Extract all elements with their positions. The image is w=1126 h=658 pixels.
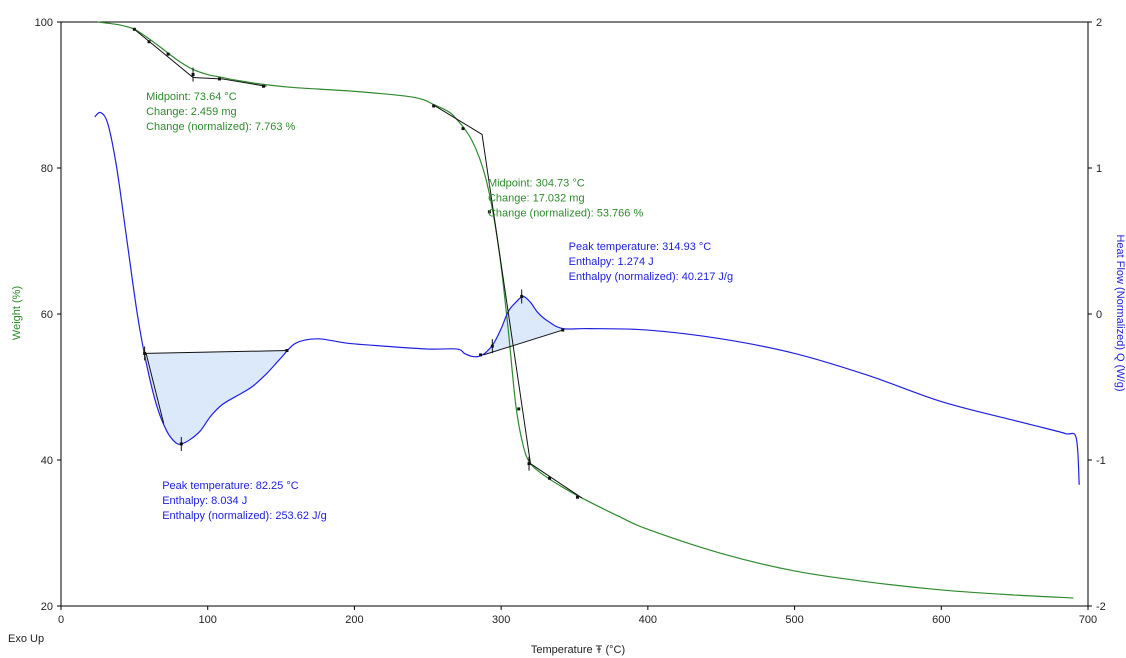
annotation-4: Peak temperature: 82.25 °C Enthalpy: 8.03… xyxy=(162,480,326,522)
annotation-1: Midpoint: 73.64 °C Change: 2.459 mg Change… xyxy=(146,91,295,133)
y-tick-label: 100 xyxy=(35,17,53,29)
analysis-marker xyxy=(132,27,136,31)
analysis-marker xyxy=(147,40,151,44)
y2-tick-label: 1 xyxy=(1096,163,1102,175)
annotation-layer: Midpoint: 73.64 °C Change: 2.459 mg Change… xyxy=(146,91,733,522)
exo-up-label: Exo Up xyxy=(8,633,44,645)
y-tick-label: 20 xyxy=(41,601,53,613)
tangent-line-5 xyxy=(145,353,165,424)
annotation-line: Change (normalized): 53.766 % xyxy=(488,207,644,219)
x-tick-label: 100 xyxy=(199,614,217,626)
annotation-line: Peak temperature: 314.93 °C xyxy=(569,241,712,253)
tangent-line-4 xyxy=(483,329,563,356)
annotation-3: Peak temperature: 314.93 °C Enthalpy: 1.2… xyxy=(569,241,733,283)
y-tick-label: 80 xyxy=(41,163,53,175)
analysis-marker xyxy=(191,73,195,77)
x-tick-label: 600 xyxy=(932,614,950,626)
y2-tick-label: -2 xyxy=(1096,601,1106,613)
analysis-marker xyxy=(517,407,521,411)
annotation-line: Midpoint: 73.64 °C xyxy=(146,91,237,103)
y2-tick-label: -1 xyxy=(1096,455,1106,467)
tangent-line-1 xyxy=(134,28,267,87)
analysis-marker xyxy=(432,104,436,108)
analysis-marker xyxy=(143,351,147,355)
annotation-line: Enthalpy: 1.274 J xyxy=(569,256,654,268)
x-axis-label: Temperature Ŧ (°C) xyxy=(531,644,625,656)
annotation-line: Enthalpy (normalized): 253.62 J/g xyxy=(162,510,326,522)
x-tick-label: 400 xyxy=(639,614,657,626)
y2-tick-label: 0 xyxy=(1096,309,1102,321)
analysis-marker xyxy=(217,77,221,81)
analysis-marker xyxy=(461,127,465,131)
y-tick-label: 40 xyxy=(41,455,53,467)
y-tick-label: 60 xyxy=(41,309,53,321)
analysis-marker xyxy=(487,210,491,214)
analysis-marker xyxy=(575,495,579,499)
y-axis-label: Weight (%) xyxy=(11,286,23,340)
series-line-heat-flow xyxy=(94,111,1080,485)
annotation-line: Change: 2.459 mg xyxy=(146,106,237,118)
analysis-marker xyxy=(527,462,531,466)
annotation-2: Midpoint: 304.73 °C Change: 17.032 mg Chan… xyxy=(488,177,644,219)
tangent-layer xyxy=(134,28,583,499)
annotation-line: Peak temperature: 82.25 °C xyxy=(162,480,299,492)
analysis-marker xyxy=(261,84,265,88)
analysis-marker xyxy=(179,442,183,446)
peak-fill-1 xyxy=(146,350,289,445)
tangent-line-2 xyxy=(434,105,583,499)
x-tick-label: 200 xyxy=(345,614,363,626)
analysis-marker xyxy=(479,353,483,357)
x-tick-label: 700 xyxy=(1079,614,1097,626)
analysis-marker xyxy=(548,476,552,480)
annotation-line: Midpoint: 304.73 °C xyxy=(488,177,585,189)
series-line-weight xyxy=(97,21,1074,599)
fills-layer xyxy=(146,296,563,445)
x-tick-label: 0 xyxy=(58,614,64,626)
analysis-marker xyxy=(166,52,170,56)
analysis-marker xyxy=(561,328,565,332)
annotation-line: Enthalpy (normalized): 40.217 J/g xyxy=(569,271,733,283)
x-tick-label: 300 xyxy=(492,614,510,626)
x-tick-label: 500 xyxy=(785,614,803,626)
y2-axis-label: Heat Flow (Normalized) Q (W/g) xyxy=(1114,234,1126,391)
analysis-marker xyxy=(285,349,289,352)
annotation-line: Enthalpy: 8.034 J xyxy=(162,495,247,507)
ticks-layer: 0 100 200 300 400 500 600 700 20 40 60 80 100 -2 -1 0 1 2 xyxy=(35,17,1106,626)
annotation-line: Change: 17.032 mg xyxy=(488,192,585,204)
marker-layer xyxy=(132,27,579,499)
series-layer xyxy=(94,21,1080,599)
analysis-marker xyxy=(520,294,524,298)
annotation-line: Change (normalized): 7.763 % xyxy=(146,121,295,133)
y2-tick-label: 2 xyxy=(1096,17,1102,29)
analysis-marker xyxy=(490,344,494,348)
tangent-line-3 xyxy=(146,350,289,354)
peak-fill-2 xyxy=(483,296,563,355)
